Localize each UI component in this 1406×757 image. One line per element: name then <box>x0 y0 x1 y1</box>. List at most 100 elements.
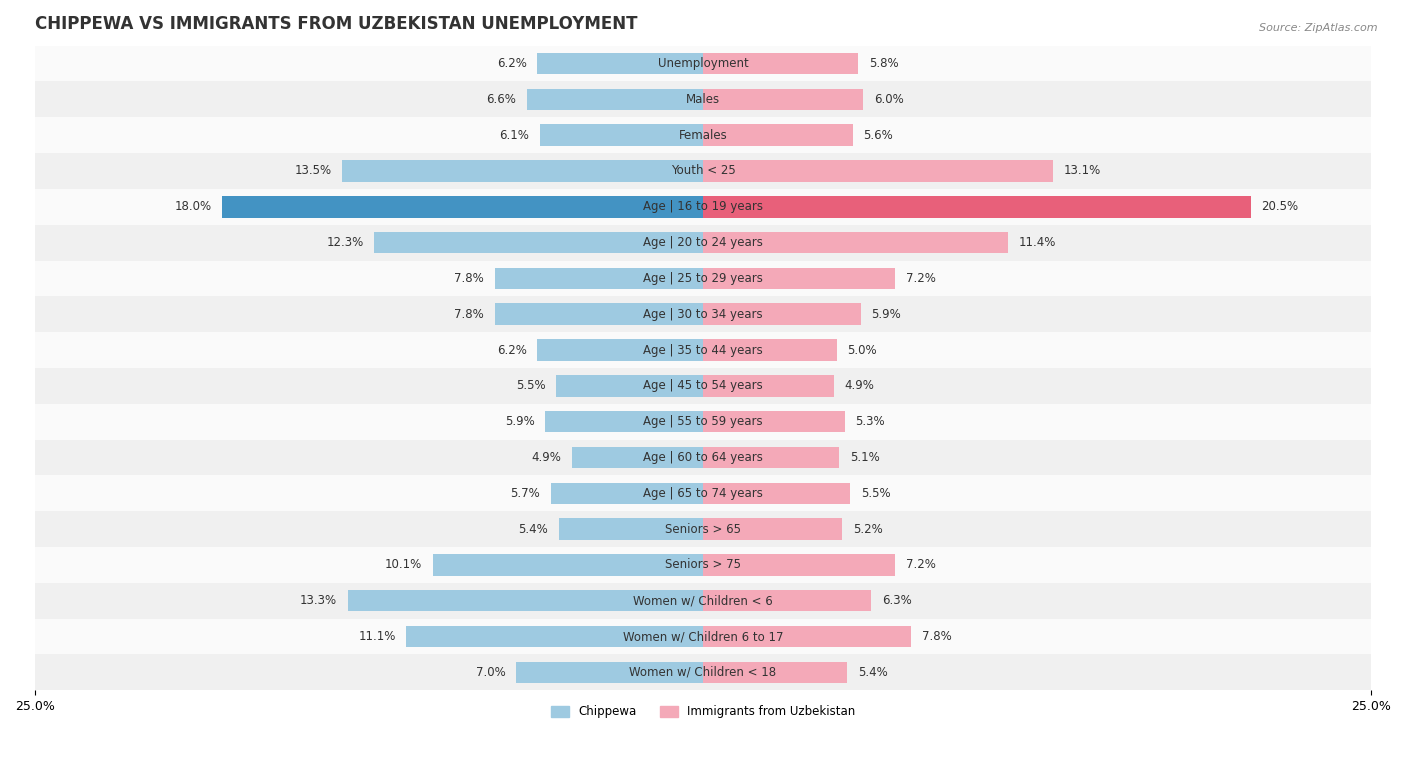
Bar <box>35 332 1371 368</box>
Bar <box>703 196 1251 217</box>
Text: Seniors > 75: Seniors > 75 <box>665 559 741 572</box>
Bar <box>703 232 1008 254</box>
Bar <box>703 89 863 110</box>
Text: 12.3%: 12.3% <box>326 236 364 249</box>
Bar <box>703 339 837 361</box>
Bar <box>703 160 1053 182</box>
Text: 5.8%: 5.8% <box>869 57 898 70</box>
Bar <box>703 447 839 469</box>
Text: 5.2%: 5.2% <box>852 522 883 536</box>
Bar <box>703 53 858 74</box>
Text: Age | 45 to 54 years: Age | 45 to 54 years <box>643 379 763 392</box>
Bar <box>527 89 703 110</box>
Text: 5.9%: 5.9% <box>872 308 901 321</box>
Bar <box>703 124 852 146</box>
Bar <box>546 411 703 432</box>
Text: 6.6%: 6.6% <box>486 93 516 106</box>
Bar <box>35 583 1371 618</box>
Text: Males: Males <box>686 93 720 106</box>
Text: 18.0%: 18.0% <box>174 201 211 213</box>
Bar <box>558 519 703 540</box>
Text: Women w/ Children < 6: Women w/ Children < 6 <box>633 594 773 607</box>
Text: 5.6%: 5.6% <box>863 129 893 142</box>
Bar <box>342 160 703 182</box>
Bar <box>35 225 1371 260</box>
Bar <box>35 45 1371 82</box>
Bar <box>35 82 1371 117</box>
Text: Age | 16 to 19 years: Age | 16 to 19 years <box>643 201 763 213</box>
Bar <box>495 304 703 325</box>
Bar <box>572 447 703 469</box>
Legend: Chippewa, Immigrants from Uzbekistan: Chippewa, Immigrants from Uzbekistan <box>546 700 860 723</box>
Bar <box>347 590 703 612</box>
Bar <box>540 124 703 146</box>
Text: CHIPPEWA VS IMMIGRANTS FROM UZBEKISTAN UNEMPLOYMENT: CHIPPEWA VS IMMIGRANTS FROM UZBEKISTAN U… <box>35 15 637 33</box>
Text: Source: ZipAtlas.com: Source: ZipAtlas.com <box>1260 23 1378 33</box>
Bar <box>537 53 703 74</box>
Text: 5.9%: 5.9% <box>505 415 534 428</box>
Bar <box>35 654 1371 690</box>
Text: 7.2%: 7.2% <box>905 272 936 285</box>
Bar <box>35 547 1371 583</box>
Text: Age | 30 to 34 years: Age | 30 to 34 years <box>643 308 763 321</box>
Bar <box>35 189 1371 225</box>
Text: 7.0%: 7.0% <box>475 666 505 679</box>
Text: 13.5%: 13.5% <box>294 164 332 177</box>
Text: 6.3%: 6.3% <box>882 594 911 607</box>
Bar <box>703 626 911 647</box>
Text: Age | 55 to 59 years: Age | 55 to 59 years <box>643 415 763 428</box>
Text: Unemployment: Unemployment <box>658 57 748 70</box>
Text: Seniors > 65: Seniors > 65 <box>665 522 741 536</box>
Bar <box>433 554 703 575</box>
Text: 5.0%: 5.0% <box>848 344 877 357</box>
Text: 6.0%: 6.0% <box>875 93 904 106</box>
Bar <box>406 626 703 647</box>
Text: 5.7%: 5.7% <box>510 487 540 500</box>
Text: 20.5%: 20.5% <box>1261 201 1299 213</box>
Bar <box>35 618 1371 654</box>
Text: Age | 35 to 44 years: Age | 35 to 44 years <box>643 344 763 357</box>
Text: Women w/ Children < 18: Women w/ Children < 18 <box>630 666 776 679</box>
Bar <box>35 296 1371 332</box>
Text: 5.4%: 5.4% <box>519 522 548 536</box>
Text: 13.1%: 13.1% <box>1064 164 1101 177</box>
Bar <box>703 268 896 289</box>
Bar <box>703 375 834 397</box>
Bar <box>35 260 1371 296</box>
Bar <box>703 519 842 540</box>
Text: Age | 65 to 74 years: Age | 65 to 74 years <box>643 487 763 500</box>
Bar <box>495 268 703 289</box>
Text: 5.3%: 5.3% <box>855 415 884 428</box>
Text: 7.2%: 7.2% <box>905 559 936 572</box>
Text: 10.1%: 10.1% <box>385 559 422 572</box>
Text: 6.2%: 6.2% <box>496 57 527 70</box>
Text: Age | 20 to 24 years: Age | 20 to 24 years <box>643 236 763 249</box>
Bar <box>35 117 1371 153</box>
Bar <box>516 662 703 683</box>
Bar <box>35 368 1371 403</box>
Bar <box>222 196 703 217</box>
Bar <box>703 554 896 575</box>
Text: 4.9%: 4.9% <box>845 379 875 392</box>
Text: Youth < 25: Youth < 25 <box>671 164 735 177</box>
Bar <box>35 403 1371 440</box>
Bar <box>35 440 1371 475</box>
Bar <box>374 232 703 254</box>
Bar <box>35 153 1371 189</box>
Text: 7.8%: 7.8% <box>922 630 952 643</box>
Bar <box>35 475 1371 511</box>
Bar <box>35 511 1371 547</box>
Bar <box>703 304 860 325</box>
Text: 11.1%: 11.1% <box>359 630 395 643</box>
Bar <box>703 590 872 612</box>
Text: 11.4%: 11.4% <box>1018 236 1056 249</box>
Bar <box>555 375 703 397</box>
Text: 5.1%: 5.1% <box>851 451 880 464</box>
Text: Women w/ Children 6 to 17: Women w/ Children 6 to 17 <box>623 630 783 643</box>
Text: 6.2%: 6.2% <box>496 344 527 357</box>
Text: 5.5%: 5.5% <box>860 487 890 500</box>
Text: Age | 60 to 64 years: Age | 60 to 64 years <box>643 451 763 464</box>
Text: 6.1%: 6.1% <box>499 129 529 142</box>
Bar <box>703 411 845 432</box>
Text: Age | 25 to 29 years: Age | 25 to 29 years <box>643 272 763 285</box>
